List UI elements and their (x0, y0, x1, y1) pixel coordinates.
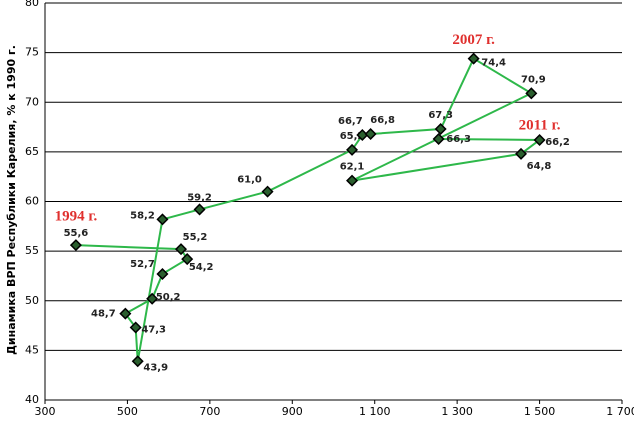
point-label: 52,7 (130, 259, 155, 270)
point-label: 64,8 (527, 161, 552, 172)
point-label: 66,8 (370, 115, 395, 126)
x-tick-label: 300 (35, 405, 56, 418)
x-tick-label: 1 300 (441, 405, 473, 418)
point (156, 213, 169, 226)
point-label: 58,2 (130, 210, 155, 221)
point (364, 127, 377, 141)
x-tick-label: 500 (117, 405, 138, 418)
y-tick-label: 55 (25, 244, 39, 257)
point (467, 52, 480, 65)
point-label: 55,6 (64, 228, 89, 239)
annotation: 2011 г. (519, 117, 561, 133)
y-axis-label: Динамика ВРП Республики Карелия, % к 199… (5, 45, 18, 355)
point (533, 133, 546, 146)
point-label: 47,3 (141, 325, 166, 336)
point-label: 66,3 (446, 134, 471, 145)
point (356, 128, 369, 142)
point (131, 355, 144, 368)
point (434, 123, 447, 136)
y-tick-label: 80 (25, 0, 39, 9)
point-label: 70,9 (521, 74, 546, 85)
x-tick-label: 900 (282, 405, 303, 418)
point-label: 61,0 (237, 175, 262, 186)
y-tick-label: 70 (25, 95, 39, 108)
point (146, 292, 159, 305)
x-tick-label: 1 700 (606, 405, 634, 418)
y-tick-label: 60 (25, 195, 39, 208)
y-tick-label: 65 (25, 145, 39, 158)
point (515, 147, 528, 160)
point-label: 54,2 (189, 262, 214, 273)
point (346, 174, 359, 187)
point (193, 203, 206, 216)
point-label: 43,9 (143, 362, 168, 373)
annotation: 2007 г. (452, 32, 495, 48)
point-label: 67,3 (428, 110, 453, 121)
x-tick-label: 1 100 (359, 405, 391, 418)
annotation: 1994 г. (55, 209, 98, 225)
x-tick-label: 1 500 (524, 405, 556, 418)
y-tick-label: 45 (25, 343, 39, 356)
point (156, 267, 169, 280)
point-label: 50,2 (156, 292, 181, 303)
y-tick-label: 75 (25, 46, 39, 59)
point (181, 253, 194, 266)
point-label: 59,2 (187, 192, 212, 203)
point (129, 321, 142, 334)
point (69, 239, 82, 252)
point-label: 65,2 (340, 131, 365, 142)
point-label: 62,1 (340, 162, 365, 173)
x-tick-label: 700 (199, 405, 220, 418)
point (525, 87, 538, 100)
point-label: 66,2 (545, 137, 570, 148)
point-label: 66,7 (338, 116, 363, 127)
point-label: 74,4 (481, 58, 506, 69)
point (261, 185, 274, 198)
point (346, 143, 359, 156)
point (119, 307, 132, 320)
y-tick-label: 40 (25, 393, 39, 406)
y-tick-label: 50 (25, 294, 39, 307)
point (432, 132, 445, 145)
point (174, 243, 188, 256)
point-label: 55,2 (183, 232, 208, 243)
point-label: 48,7 (91, 309, 116, 320)
